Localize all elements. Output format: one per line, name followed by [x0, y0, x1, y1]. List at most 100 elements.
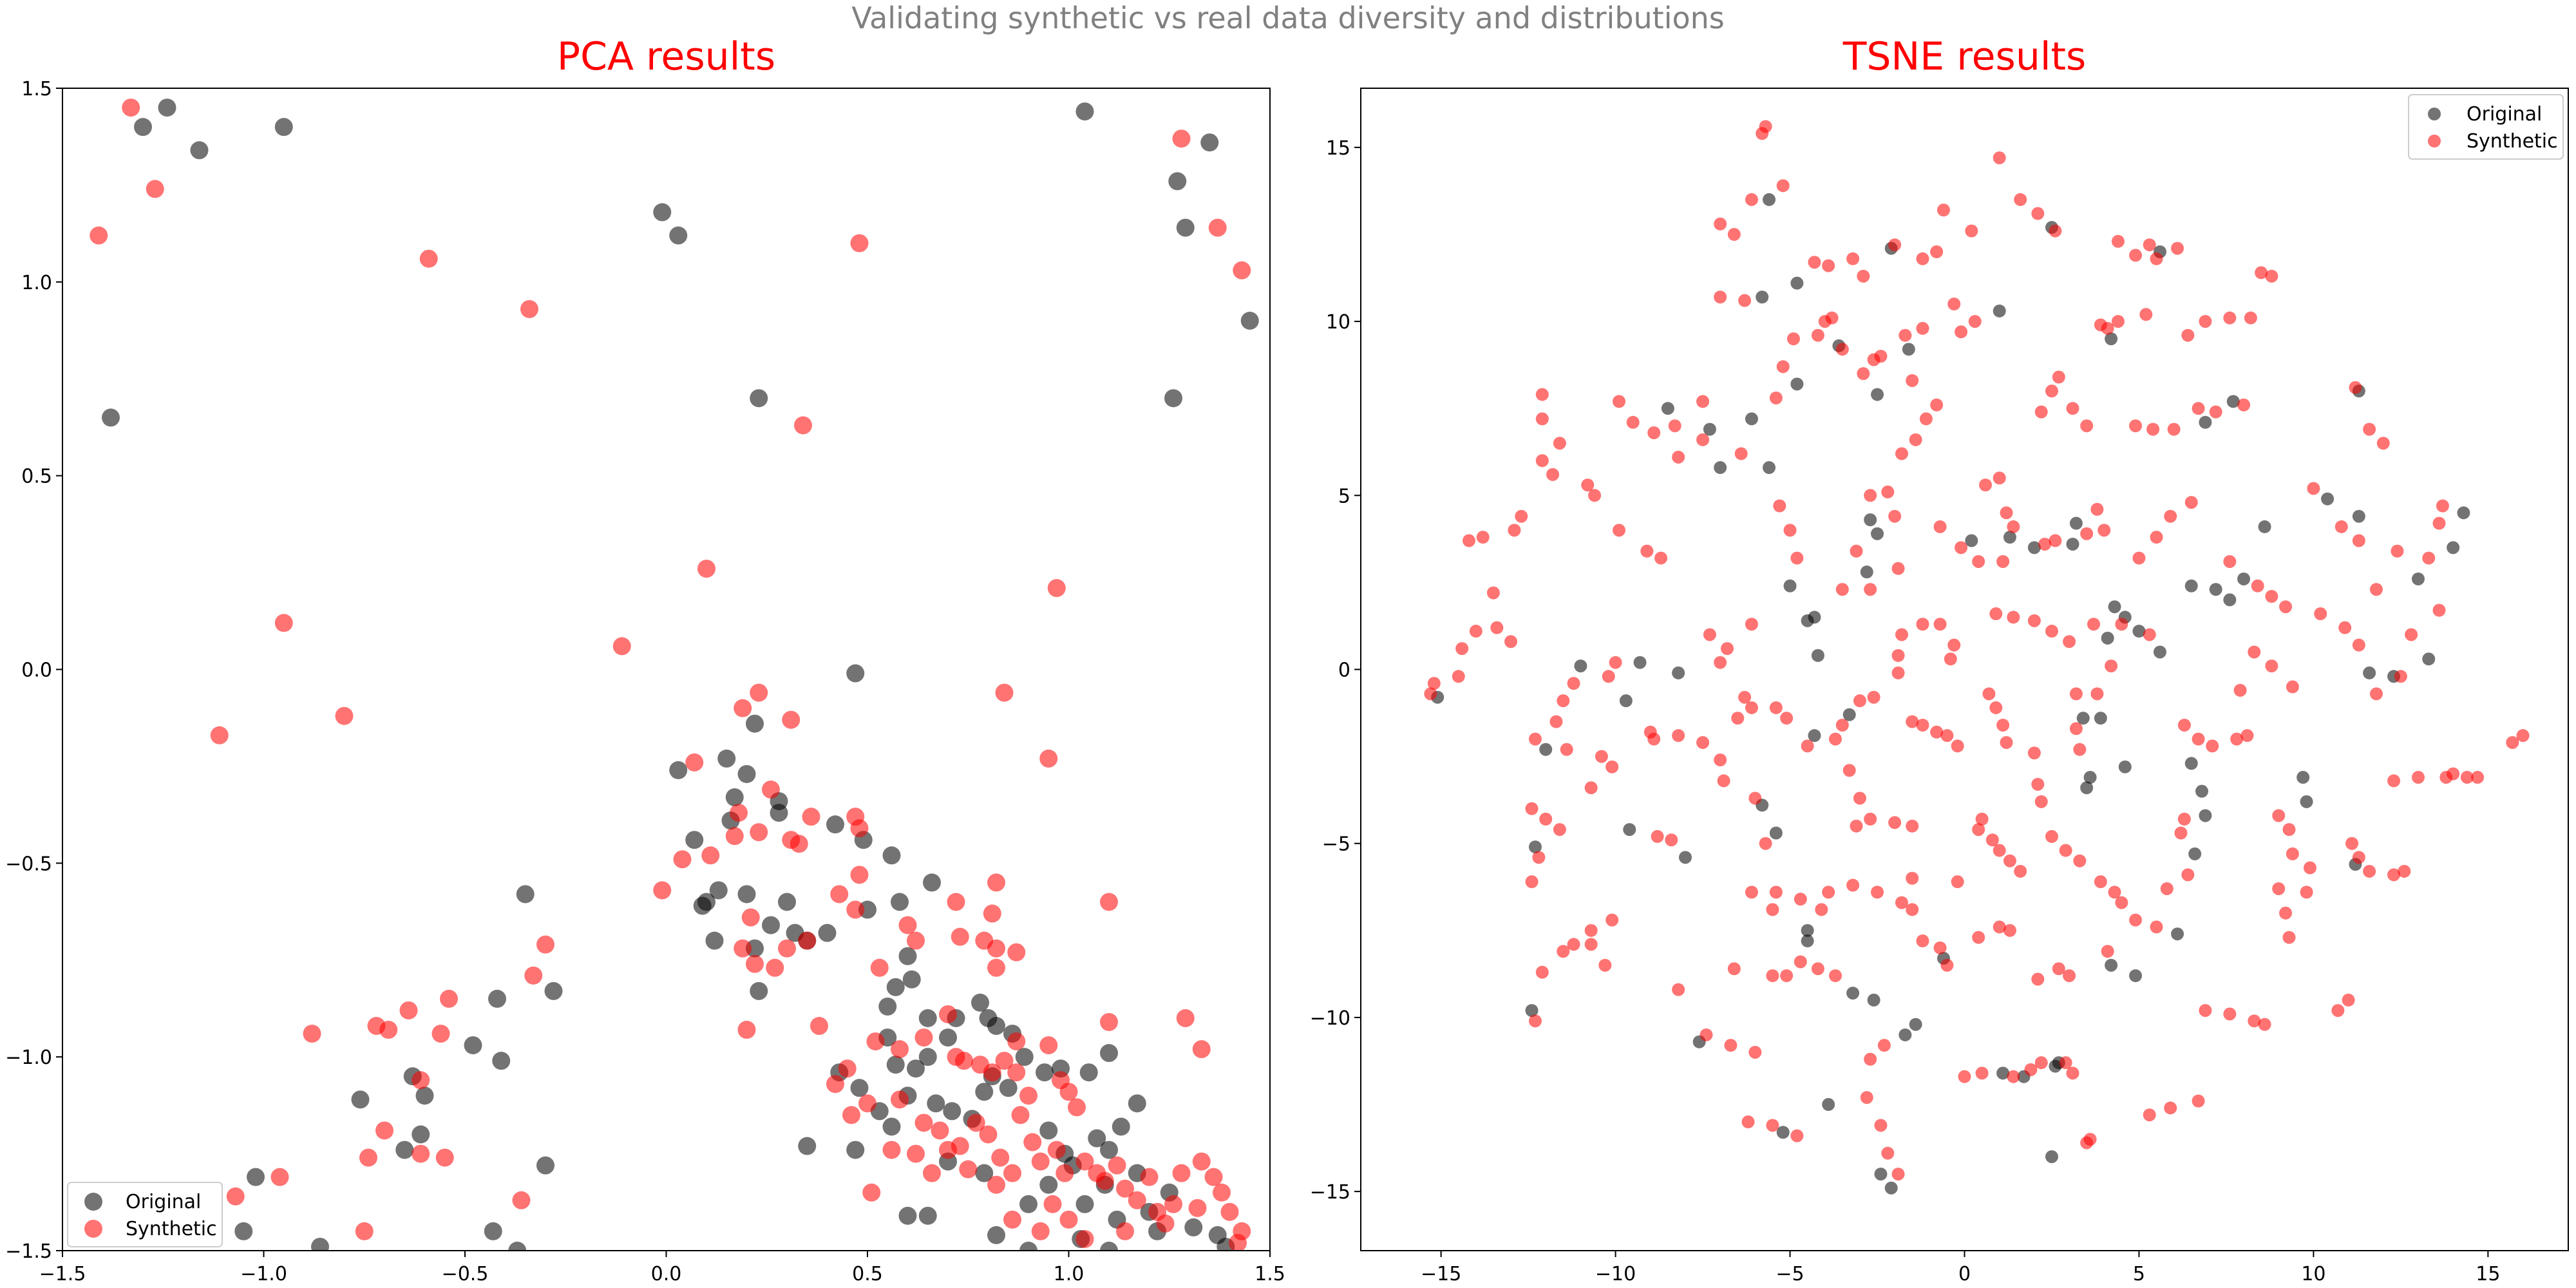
synthetic-point — [2150, 252, 2163, 265]
synthetic-point — [1783, 524, 1797, 537]
synthetic-point — [1486, 586, 1500, 600]
original-point — [1168, 172, 1187, 191]
synthetic-point — [1714, 656, 1727, 669]
synthetic-point — [846, 900, 865, 919]
synthetic-point — [2115, 896, 2128, 909]
original-point — [770, 804, 788, 822]
synthetic-point — [1811, 962, 1824, 976]
synthetic-point — [1588, 489, 1602, 502]
y-tick-label: 0.5 — [21, 466, 52, 488]
synthetic-point — [1933, 941, 1947, 954]
synthetic-point — [987, 873, 1005, 892]
synthetic-point — [1968, 315, 1982, 328]
synthetic-point — [983, 1063, 1001, 1082]
original-point — [1790, 276, 1804, 290]
original-point — [1075, 102, 1094, 121]
tsne-points — [1424, 120, 2530, 1195]
synthetic-point — [2000, 735, 2013, 749]
synthetic-point — [379, 1021, 398, 1039]
synthetic-point — [2282, 823, 2296, 837]
synthetic-point — [1975, 812, 1989, 826]
synthetic-point — [1605, 760, 1619, 773]
synthetic-point — [2192, 402, 2205, 415]
synthetic-point — [2265, 659, 2278, 673]
original-point — [1128, 1094, 1146, 1113]
synthetic-point — [412, 1144, 430, 1163]
original-point — [2258, 520, 2271, 533]
original-point — [412, 1125, 430, 1144]
synthetic-point — [2063, 635, 2076, 649]
synthetic-point — [959, 1160, 978, 1179]
synthetic-point — [1850, 819, 1863, 833]
tsne-axes-frame — [1360, 88, 2569, 1251]
synthetic-point — [2192, 1094, 2205, 1108]
original-point — [891, 893, 909, 911]
synthetic-point — [1745, 618, 1758, 631]
synthetic-point — [794, 416, 812, 435]
original-point — [2105, 332, 2118, 346]
synthetic-point — [891, 1040, 909, 1059]
synthetic-point — [1835, 583, 1849, 596]
original-point — [1783, 579, 1797, 592]
synthetic-point — [2031, 777, 2045, 791]
synthetic-point — [1140, 1168, 1159, 1186]
synthetic-point — [1613, 524, 1626, 537]
synthetic-point — [2031, 207, 2045, 220]
synthetic-point — [1560, 743, 1573, 756]
synthetic-point — [1075, 1229, 1094, 1248]
synthetic-point — [2027, 746, 2041, 760]
synthetic-point — [1881, 485, 1895, 498]
original-point — [717, 749, 736, 768]
y-tick-label: 0 — [1338, 659, 1350, 682]
original-point — [2132, 625, 2146, 638]
synthetic-point — [1068, 1098, 1086, 1117]
synthetic-point — [1553, 823, 1566, 837]
synthetic-point — [701, 846, 720, 865]
x-tick-label: 1.5 — [1255, 1263, 1285, 1285]
synthetic-point — [1993, 151, 2006, 165]
synthetic-point — [782, 710, 800, 729]
synthetic-point — [1535, 388, 1549, 401]
y-tick-label: −1.5 — [5, 1240, 52, 1263]
synthetic-point — [2436, 499, 2449, 513]
synthetic-point — [1156, 1214, 1175, 1233]
synthetic-point — [1828, 969, 1842, 983]
synthetic-point — [1039, 749, 1058, 768]
synthetic-point — [2094, 875, 2107, 889]
synthetic-point — [1525, 875, 1539, 889]
synthetic-point — [1940, 729, 1954, 743]
synthetic-point — [1741, 1115, 1755, 1129]
synthetic-point — [1717, 774, 1730, 788]
synthetic-point — [1567, 938, 1580, 951]
original-point — [737, 885, 756, 904]
synthetic-point — [850, 819, 869, 838]
legend-label-synthetic: Synthetic — [2467, 130, 2558, 153]
x-tick-label: 0.0 — [651, 1263, 682, 1285]
synthetic-point — [685, 753, 704, 772]
synthetic-point — [914, 1113, 933, 1132]
synthetic-point — [1003, 1210, 1021, 1229]
synthetic-point — [2516, 729, 2530, 743]
original-point — [987, 1226, 1005, 1244]
original-point — [1703, 422, 1716, 436]
synthetic-point — [2352, 851, 2365, 864]
original-point — [2069, 516, 2083, 530]
synthetic-point — [1874, 1119, 1888, 1132]
synthetic-point — [673, 850, 692, 869]
synthetic-point — [226, 1187, 245, 1206]
synthetic-point — [1553, 437, 1566, 450]
synthetic-point — [979, 1125, 998, 1144]
original-point — [1176, 218, 1195, 237]
synthetic-point — [2027, 614, 2041, 627]
synthetic-point — [2363, 422, 2376, 436]
original-point — [1525, 1004, 1539, 1018]
synthetic-point — [2223, 311, 2237, 325]
synthetic-point — [1864, 812, 1877, 826]
original-point — [1965, 534, 1978, 547]
original-point — [1036, 1063, 1054, 1082]
synthetic-point — [1822, 259, 1835, 272]
y-tick-label: 5 — [1338, 485, 1350, 507]
synthetic-point — [1888, 238, 1902, 252]
synthetic-point — [1853, 694, 1866, 708]
synthetic-point — [1204, 1168, 1223, 1186]
